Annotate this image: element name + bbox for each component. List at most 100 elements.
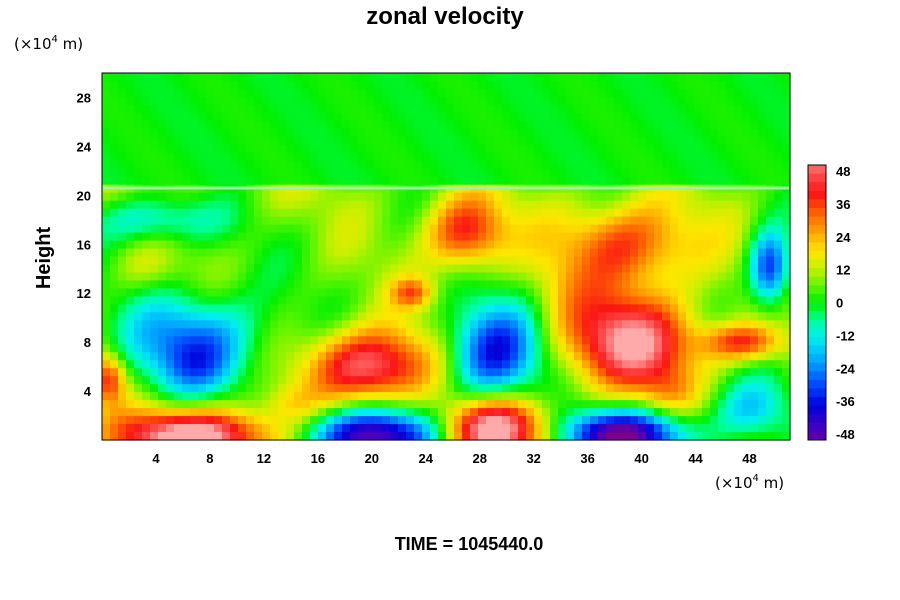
heatmap-cell xyxy=(110,216,119,226)
heatmap-cell xyxy=(574,376,583,385)
heatmap-cell xyxy=(286,320,295,329)
heatmap-cell xyxy=(678,232,687,242)
x-tick-label: 40 xyxy=(634,451,648,466)
heatmap-cell xyxy=(366,80,375,90)
heatmap-cell xyxy=(110,400,119,409)
heatmap-cell xyxy=(174,312,183,321)
heatmap-cell xyxy=(702,280,711,290)
heatmap-cell xyxy=(614,424,623,433)
heatmap-cell xyxy=(246,432,255,441)
heatmap-cell xyxy=(462,256,471,266)
heatmap-cell xyxy=(158,360,167,369)
heatmap-cell xyxy=(654,200,663,210)
heatmap-cell xyxy=(206,296,215,305)
heatmap-cell xyxy=(310,200,319,210)
heatmap-cell xyxy=(406,240,415,250)
heatmap-cell xyxy=(438,352,447,361)
heatmap-cell xyxy=(278,88,287,98)
heatmap-cell xyxy=(662,344,671,353)
heatmap-cell xyxy=(470,432,479,441)
heatmap-cell xyxy=(454,280,463,290)
heatmap-cell xyxy=(702,240,711,250)
heatmap-cell xyxy=(606,336,615,345)
heatmap-cell xyxy=(518,328,527,337)
heatmap-cell xyxy=(782,224,791,234)
heatmap-cell xyxy=(662,104,671,114)
y-tick-label: 24 xyxy=(77,139,92,154)
heatmap-cell xyxy=(510,200,519,210)
heatmap-cell xyxy=(198,352,207,361)
heatmap-cell xyxy=(542,392,551,401)
heatmap-cell xyxy=(550,368,559,377)
heatmap-cell xyxy=(726,80,735,90)
heatmap-cell xyxy=(222,208,231,218)
heatmap-cell xyxy=(614,200,623,210)
heatmap-cell xyxy=(742,288,751,297)
heatmap-cell xyxy=(406,73,415,82)
heatmap-cell xyxy=(486,264,495,274)
heatmap-cell xyxy=(190,160,199,170)
heatmap-cell xyxy=(254,80,263,90)
heatmap-cell xyxy=(206,272,215,282)
heatmap-cell xyxy=(118,192,127,202)
heatmap-cell xyxy=(286,424,295,433)
heatmap-cell xyxy=(630,248,639,258)
heatmap-cell xyxy=(302,256,311,266)
heatmap-cell xyxy=(598,352,607,361)
heatmap-cell xyxy=(518,288,527,297)
heatmap-cell xyxy=(126,88,135,98)
heatmap-cell xyxy=(542,192,551,202)
heatmap-cell xyxy=(726,208,735,218)
heatmap-cell xyxy=(702,176,711,186)
heatmap-cell xyxy=(366,96,375,106)
heatmap-cell xyxy=(734,296,743,305)
heatmap-cell xyxy=(390,144,399,154)
heatmap-cell xyxy=(518,128,527,138)
heatmap-cell xyxy=(542,216,551,226)
heatmap-cell xyxy=(366,432,375,441)
heatmap-cell xyxy=(486,368,495,377)
heatmap-cell xyxy=(174,360,183,369)
heatmap-cell xyxy=(638,264,647,274)
heatmap-cell xyxy=(550,296,559,305)
heatmap-cell xyxy=(382,256,391,266)
heatmap-cell xyxy=(142,240,151,250)
heatmap-cell xyxy=(574,168,583,178)
heatmap-cell xyxy=(662,112,671,122)
heatmap-cell xyxy=(214,248,223,258)
heatmap-cell xyxy=(174,384,183,393)
heatmap-cell xyxy=(734,200,743,210)
heatmap-cell xyxy=(742,360,751,369)
heatmap-cell xyxy=(382,224,391,234)
heatmap-cell xyxy=(438,272,447,282)
heatmap-cell xyxy=(334,400,343,409)
heatmap-cell xyxy=(126,320,135,329)
heatmap-cell xyxy=(766,120,775,130)
heatmap-cell xyxy=(510,240,519,250)
heatmap-cell xyxy=(734,312,743,321)
heatmap-cell xyxy=(662,144,671,154)
heatmap-cell xyxy=(262,192,271,202)
heatmap-cell xyxy=(742,88,751,98)
heatmap-cell xyxy=(486,232,495,242)
heatmap-cell xyxy=(462,73,471,82)
heatmap-cell xyxy=(334,176,343,186)
heatmap-cell xyxy=(646,360,655,369)
heatmap-cell xyxy=(662,384,671,393)
heatmap-cell xyxy=(534,432,543,441)
heatmap-cell xyxy=(486,128,495,138)
heatmap-cell xyxy=(638,104,647,114)
heatmap-cell xyxy=(318,73,327,82)
heatmap-cell xyxy=(390,120,399,130)
heatmap-cell xyxy=(374,416,383,425)
heatmap-cell xyxy=(494,88,503,98)
heatmap-cell xyxy=(294,128,303,138)
heatmap-cell xyxy=(478,312,487,321)
heatmap-cell xyxy=(566,408,575,417)
heatmap-cell xyxy=(766,240,775,250)
heatmap-cell xyxy=(486,312,495,321)
heatmap-cell xyxy=(254,224,263,234)
heatmap-cell xyxy=(590,73,599,82)
heatmap-cell xyxy=(582,248,591,258)
heatmap-cell xyxy=(630,120,639,130)
